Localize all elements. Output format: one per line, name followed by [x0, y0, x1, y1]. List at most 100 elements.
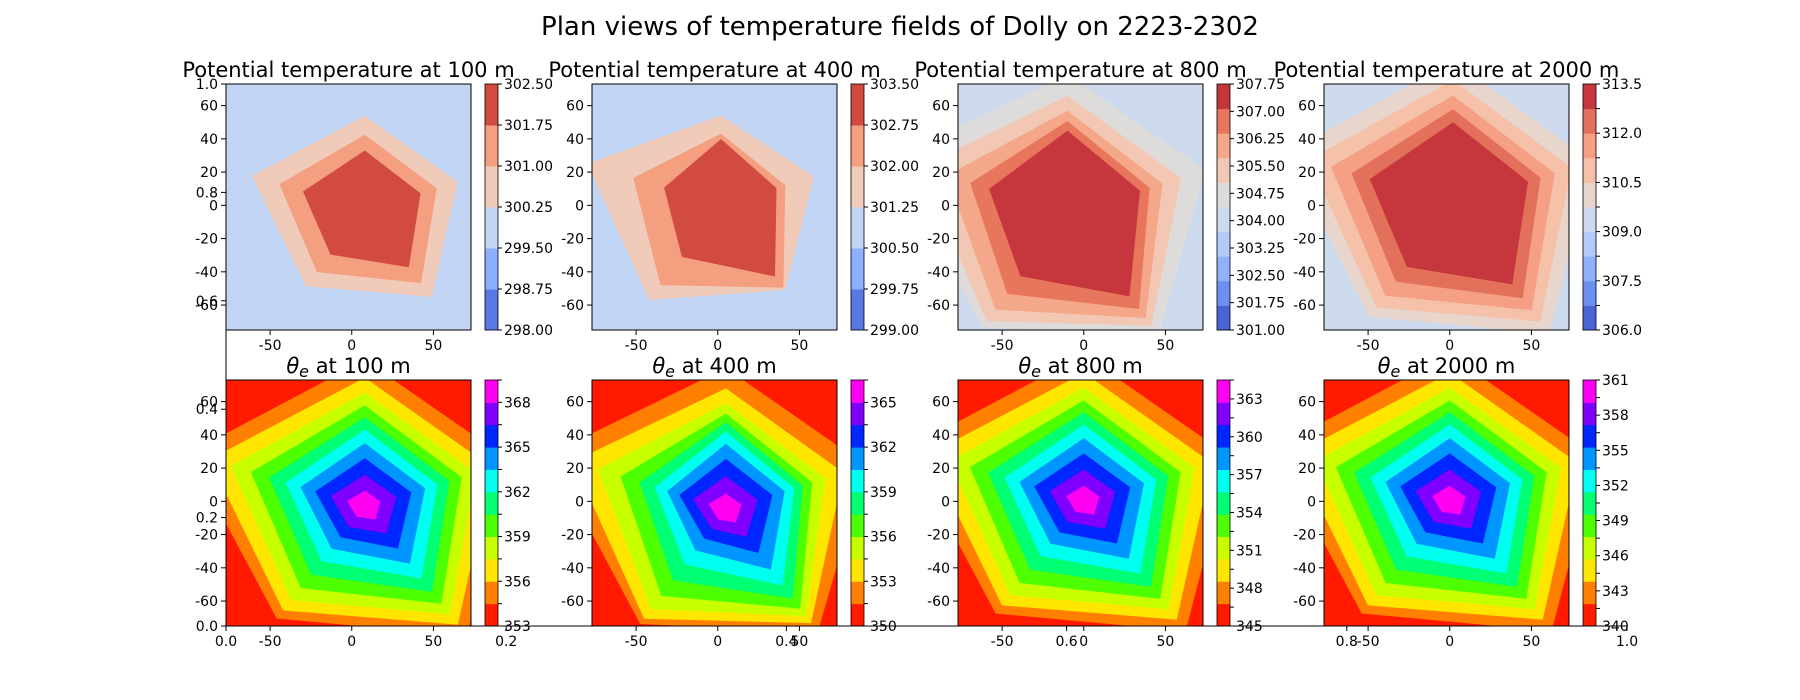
colorbar: 350 353 356 359 362 365 — [850, 379, 897, 635]
panel-title-part: at 800 m — [1041, 354, 1143, 378]
colorbar-segment — [1217, 491, 1230, 515]
plot-frame — [591, 83, 838, 331]
panel-title-part: at 2000 m — [1400, 354, 1515, 378]
panel-8: -50 0 50 -60 -40 -20 0 20 40 60 θe at 2000 m 340 343… — [1293, 354, 1629, 650]
colorbar-tick-label: 306.25 — [1236, 132, 1285, 148]
y-tick-label: 0 — [1307, 494, 1316, 510]
colorbar-tick-label: 307.00 — [1236, 104, 1285, 120]
frame-y-tick-label: 0.8 — [196, 185, 218, 201]
frame-x-tick-label: 0.6 — [1055, 634, 1077, 650]
colorbar-segment — [1583, 133, 1596, 159]
colorbar-segment — [485, 536, 498, 560]
colorbar-segment — [851, 125, 864, 167]
colorbar-tick-label: 301.00 — [504, 159, 553, 175]
colorbar-tick-label: 343 — [1602, 584, 1629, 600]
panel-title: θe at 2000 m — [1378, 354, 1516, 381]
panel-title-part: at 400 m — [675, 354, 777, 378]
panel-title: Potential temperature at 100 m — [182, 58, 514, 82]
colorbar: 340 343 346 349 352 355 358 361 — [1582, 373, 1629, 635]
contour-band-9 — [1048, 195, 1085, 228]
y-tick-label: -60 — [195, 298, 218, 314]
colorbar-segment — [1217, 280, 1230, 306]
colorbar-segment — [1583, 491, 1596, 515]
colorbar-segment — [851, 514, 864, 538]
colorbar-segment — [1217, 157, 1230, 183]
colorbar-tick-label: 340 — [1602, 619, 1629, 635]
y-tick-label: 0 — [575, 494, 584, 510]
colorbar-tick-label: 368 — [504, 395, 531, 411]
y-tick-label: -40 — [195, 265, 218, 281]
y-tick-label: 40 — [1298, 132, 1316, 148]
y-tick-label: -60 — [561, 298, 584, 314]
colorbar-tick-label: 299.00 — [870, 323, 919, 339]
contour-band-10 — [708, 493, 742, 523]
colorbar-segment — [1217, 84, 1230, 110]
contour-field — [958, 84, 1203, 330]
plot-frame — [957, 83, 1204, 331]
colorbar-tick-label: 302.50 — [1236, 268, 1285, 284]
outer-axes-frame: 0.0 0.2 0.4 0.6 0.8 1.0 0.0 0.2 0.4 0.6 0.8 1.0 — [196, 77, 1638, 650]
y-tick-label: -40 — [561, 265, 584, 281]
y-tick-label: 0 — [941, 494, 950, 510]
colorbar-tick-label: 310.5 — [1602, 175, 1642, 191]
colorbar-segment — [851, 603, 864, 627]
colorbar-segment — [851, 469, 864, 493]
colorbar-tick-label: 356 — [504, 574, 531, 590]
colorbar: 306.0 307.5 309.0 310.5 312.0 313.5 — [1582, 77, 1642, 339]
colorbar-tick-label: 359 — [504, 530, 531, 546]
y-tick-label: 20 — [1298, 461, 1316, 477]
colorbar-segment — [1217, 305, 1230, 331]
colorbar-segment — [851, 447, 864, 470]
panel-title-part: θ — [1018, 354, 1031, 378]
panel-title-part: θ — [286, 354, 299, 378]
y-tick-label: 0 — [209, 494, 218, 510]
y-tick-label: -20 — [561, 528, 584, 544]
contour-band-10 — [347, 490, 381, 520]
y-tick-label: 40 — [200, 132, 218, 148]
y-tick-label: -20 — [195, 528, 218, 544]
x-tick-label: 50 — [791, 634, 809, 650]
colorbar-segment — [1217, 424, 1230, 448]
colorbar-segment — [1217, 207, 1230, 233]
plot-frame — [1323, 83, 1570, 331]
colorbar-segment — [485, 447, 498, 470]
frame-y-tick-label: 0.2 — [196, 511, 218, 527]
colorbar-segment — [1217, 133, 1230, 159]
y-tick-label: 20 — [932, 165, 950, 181]
y-tick-label: -20 — [927, 232, 950, 248]
colorbar-frame — [1216, 83, 1231, 331]
colorbar-tick-label: 298.00 — [504, 323, 553, 339]
colorbar-tick-label: 301.25 — [870, 200, 919, 216]
colorbar-segment — [1583, 603, 1596, 627]
colorbar-segment — [851, 581, 864, 605]
colorbar-tick-label: 354 — [1236, 505, 1263, 521]
colorbar-tick-label: 299.75 — [870, 282, 919, 298]
contour-field — [1324, 380, 1569, 626]
colorbar-segment — [851, 402, 864, 426]
y-tick-label: 20 — [566, 461, 584, 477]
x-tick-label: 0 — [1445, 634, 1454, 650]
colorbar: 298.00 298.75 299.50 300.25 301.00 301.75 302.… — [484, 77, 553, 339]
contour-band-5 — [695, 178, 747, 225]
colorbar-segment — [1583, 108, 1596, 134]
colorbar-segment — [851, 424, 864, 448]
panel-2: -50 0 50 -60 -40 -20 0 20 40 60 Potential temperat… — [548, 58, 919, 354]
colorbar-segment — [1583, 536, 1596, 560]
y-tick-label: -60 — [1293, 298, 1316, 314]
y-tick-label: 60 — [1298, 99, 1316, 115]
colorbar-tick-label: 356 — [870, 530, 897, 546]
panel-title: Potential temperature at 400 m — [548, 58, 880, 82]
colorbar-tick-label: 302.00 — [870, 159, 919, 175]
colorbar-tick-label: 309.0 — [1602, 225, 1642, 241]
panel-4: -50 0 50 -60 -40 -20 0 20 40 60 Potential temperat… — [1274, 58, 1642, 354]
colorbar-tick-label: 362 — [870, 440, 897, 456]
colorbar-segment — [1583, 157, 1596, 183]
panel-title-part: θ — [1378, 354, 1391, 378]
colorbar-segment — [1583, 469, 1596, 493]
x-tick-label: -50 — [991, 338, 1014, 354]
colorbar-segment — [1583, 280, 1596, 306]
y-tick-label: 0 — [941, 198, 950, 214]
y-tick-label: 40 — [566, 132, 584, 148]
